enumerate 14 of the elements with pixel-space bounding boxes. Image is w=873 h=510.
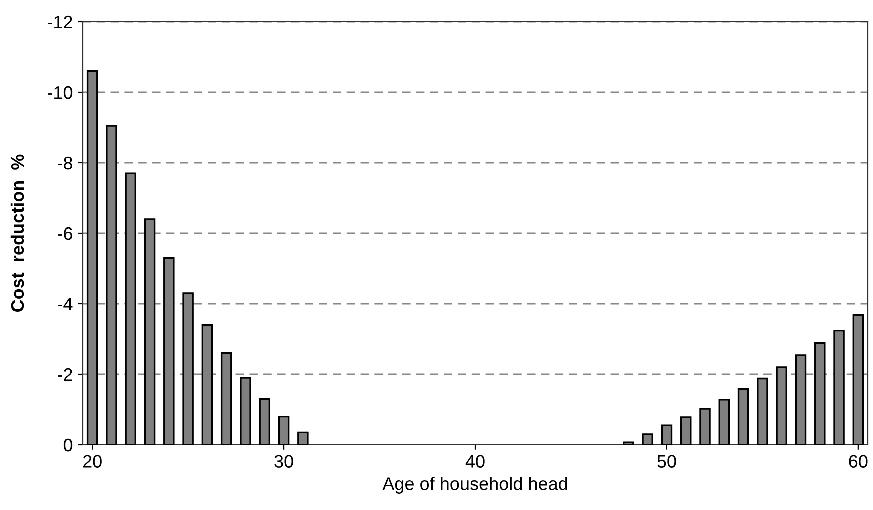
y-tick-label: -4 xyxy=(58,298,73,311)
y-tick-label: -8 xyxy=(58,156,72,170)
x-tick-label: 60 xyxy=(849,455,868,468)
y-tick-label: -12 xyxy=(48,16,72,29)
y-axis-title: Cost reduction % xyxy=(10,154,24,312)
x-tick-label: 40 xyxy=(466,455,485,468)
y-tick-label: -6 xyxy=(58,227,72,240)
x-tick-label: 50 xyxy=(658,455,676,468)
x-axis-title: Age of household head xyxy=(382,477,568,494)
x-tick-label: 30 xyxy=(274,455,294,468)
y-tick-label: -2 xyxy=(58,368,72,382)
y-tick-label: 0 xyxy=(64,438,73,452)
y-tick-label: -10 xyxy=(48,86,73,100)
x-tick-label: 20 xyxy=(83,455,102,468)
